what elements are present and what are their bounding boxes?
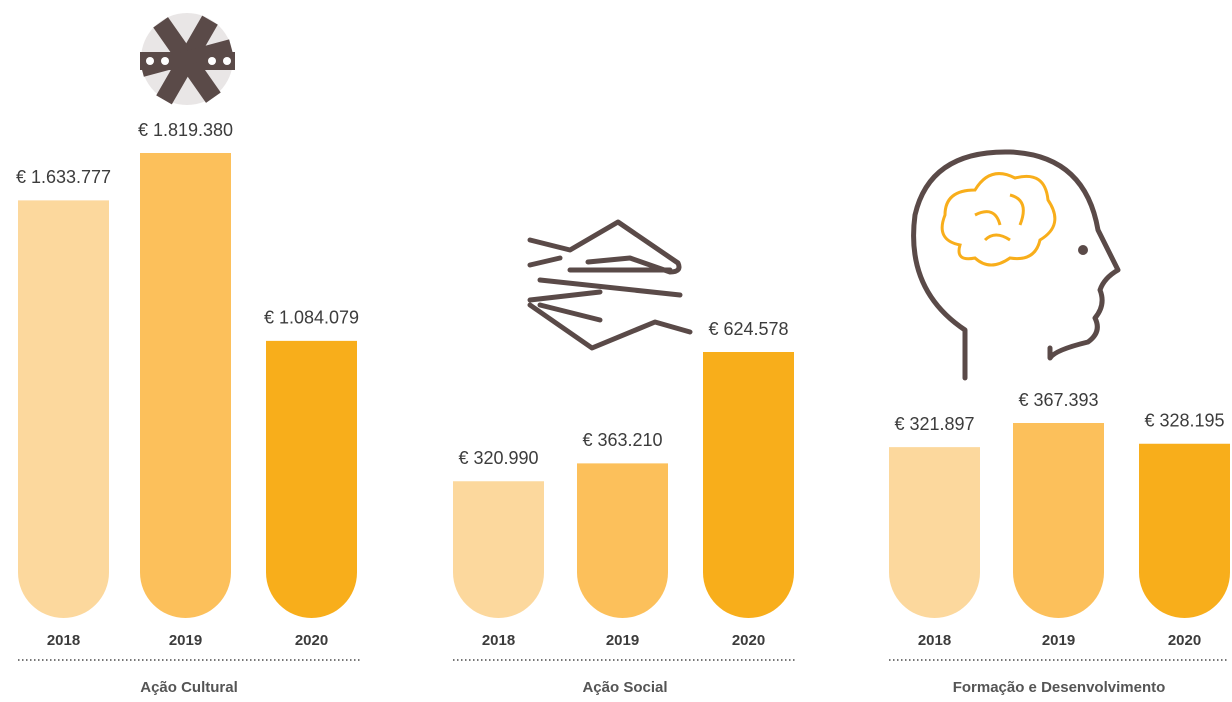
bar xyxy=(140,153,231,618)
value-label: € 328.195 xyxy=(1144,411,1224,431)
bar xyxy=(266,341,357,618)
infographic: € 1.633.777 2018 € 1.819.380 2019 € 1.084.07… xyxy=(0,0,1232,702)
x-tick-label: 2019 xyxy=(169,632,202,649)
social-icon xyxy=(530,222,690,348)
x-tick-label: 2018 xyxy=(47,632,80,649)
value-label: € 363.210 xyxy=(582,430,662,450)
value-label: € 1.819.380 xyxy=(138,120,233,140)
value-label: € 367.393 xyxy=(1018,390,1098,410)
value-label: € 624.578 xyxy=(708,319,788,339)
x-tick-label: 2020 xyxy=(732,632,765,649)
x-tick-label: 2020 xyxy=(295,632,328,649)
chart-title: Ação Social xyxy=(582,679,667,696)
learning-icon xyxy=(914,152,1118,378)
value-label: € 321.897 xyxy=(894,414,974,434)
bar xyxy=(453,481,544,618)
x-tick-label: 2018 xyxy=(482,632,515,649)
value-label: € 320.990 xyxy=(458,448,538,468)
x-tick-label: 2018 xyxy=(918,632,951,649)
bar xyxy=(1139,444,1230,618)
bar xyxy=(18,200,109,618)
value-label: € 1.084.079 xyxy=(264,308,359,328)
bar xyxy=(1013,423,1104,618)
x-tick-label: 2019 xyxy=(1042,632,1075,649)
chart-title: Ação Cultural xyxy=(140,679,238,696)
x-tick-label: 2019 xyxy=(606,632,639,649)
chart-title: Formação e Desenvolvimento xyxy=(953,679,1166,696)
value-label: € 1.633.777 xyxy=(16,167,111,187)
bar xyxy=(577,463,668,618)
x-tick-label: 2020 xyxy=(1168,632,1201,649)
culture-icon xyxy=(140,13,235,105)
bar xyxy=(703,352,794,618)
bar xyxy=(889,447,980,618)
